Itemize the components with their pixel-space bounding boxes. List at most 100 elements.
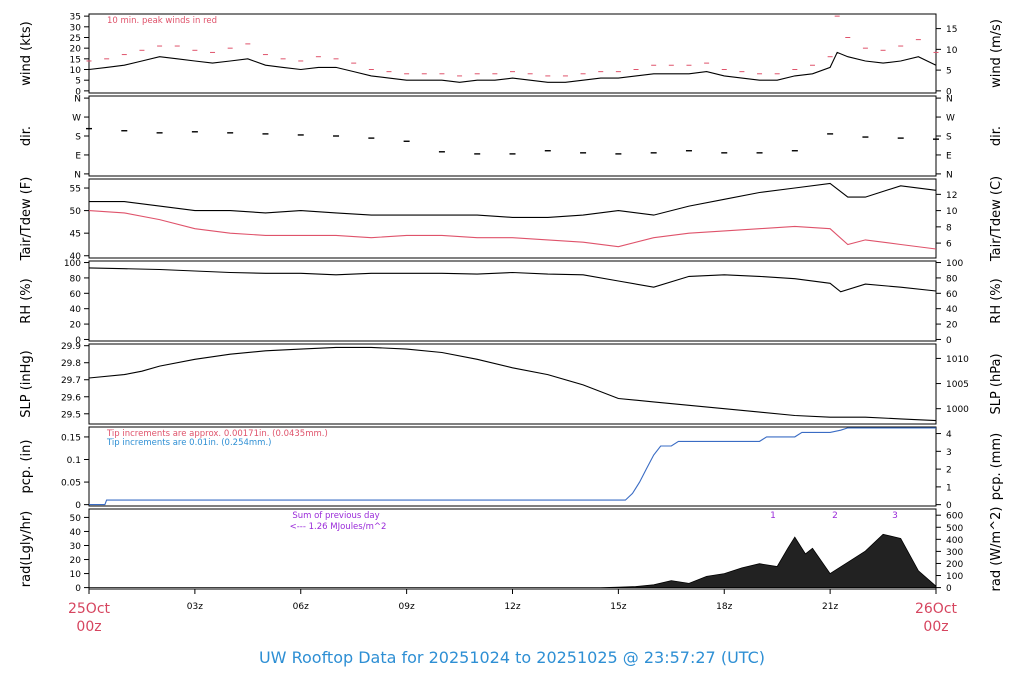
y-right-axis-label: dir. [989,126,1004,146]
series-line-4 [88,346,937,422]
radiation-sum-value: <--- 1.26 MJoules/m^2 [290,522,387,532]
y-axis-label: Tair/Tdew (F) [19,177,34,262]
y-tick-label: 60 [70,290,82,300]
y-right-tick-label: 60 [946,290,958,300]
x-tick-label: 18z [716,602,732,612]
y-right-tick-label: 0 [946,501,952,511]
y-tick-label: 45 [70,230,81,240]
y-axis-label: wind (kts) [19,21,34,85]
y-tick-label: 0 [75,87,81,97]
y-tick-label: 0.1 [67,456,81,466]
y-right-tick-label: 200 [946,560,963,570]
panel-frame [88,260,937,342]
y-right-tick-label: 40 [946,305,958,315]
y-right-tick-label: 0 [946,87,952,97]
y-right-tick-label: N [946,95,953,105]
y-tick-label: 20 [70,321,82,331]
radiation-sum-label: Sum of previous day [292,511,379,521]
series-line-3 [88,267,937,293]
y-right-tick-label: 1005 [946,380,969,390]
y-right-tick-label: 20 [946,321,958,331]
x-tick-label: 15z [610,602,626,612]
x-start-time: 00z [76,619,101,635]
y-tick-label: 40 [70,252,82,262]
y-tick-label: 29.6 [61,393,81,403]
y-right-tick-label: 2 [946,466,952,476]
y-tick-label: 5 [75,77,81,87]
y-right-tick-label: 100 [946,572,963,582]
panel-frame [88,95,937,177]
y-tick-label: 50 [70,514,82,524]
y-right-tick-label: 4 [946,430,952,440]
y-right-axis-label: SLP (hPa) [989,353,1004,414]
series-line-5 [89,427,936,506]
y-tick-label: 15 [70,55,81,65]
y-right-tick-label: 600 [946,512,963,522]
y-tick-label: 40 [70,305,82,315]
y-tick-label: 29.8 [61,359,81,369]
y-tick-label: 0.15 [61,433,81,443]
y-tick-label: E [75,151,81,161]
y-right-tick-label: 300 [946,548,963,558]
x-tick-label: 21z [822,602,838,612]
footer-title: UW Rooftop Data for 20251024 to 20251025… [258,648,766,667]
y-tick-label: N [74,170,81,180]
x-end-date: 26Oct [915,601,958,617]
y-right-axis-label: rad (W/m^2) [989,507,1004,592]
y-axis-label: SLP (inHg) [19,350,34,418]
x-tick-label: 12z [504,602,520,612]
y-axis-label: RH (%) [19,278,34,323]
y-tick-label: S [75,133,81,143]
x-end-time: 00z [923,619,948,635]
x-tick-label: 06z [293,602,309,612]
y-tick-label: 40 [70,528,82,538]
y-tick-label: 10 [70,570,82,580]
panel-frame [88,13,937,94]
y-right-tick-label: 3 [946,448,952,458]
y-right-tick-label: 1010 [946,355,969,365]
y-right-tick-label: 0 [946,336,952,346]
y-tick-label: 10 [70,66,82,76]
y-tick-label: 20 [70,45,82,55]
y-axis-label: dir. [19,126,34,146]
y-right-tick-label: W [946,114,955,124]
y-right-tick-label: 5 [946,67,952,77]
tip-increment-note-1: Tip increments are approx. 0.00171in. (0… [106,429,328,439]
y-right-axis-label: RH (%) [989,278,1004,323]
y-tick-label: 50 [70,207,82,217]
y-right-tick-label: 15 [946,25,957,35]
tip-increment-note-2: Tip increments are 0.01in. (0.254mm.) [106,438,271,448]
y-tick-label: 20 [70,556,82,566]
y-tick-label: 55 [70,185,81,195]
y-right-tick-label: 6 [946,240,952,250]
radiation-marker: 1 [770,511,776,521]
y-right-axis-label: Tair/Tdew (C) [989,176,1004,262]
y-tick-label: 0.05 [61,479,81,489]
y-tick-label: 25 [70,34,81,44]
y-right-tick-label: 100 [946,259,963,269]
y-right-tick-label: 1000 [946,405,969,415]
y-tick-label: W [72,114,81,124]
y-right-tick-label: N [946,170,953,180]
y-right-tick-label: 1 [946,483,952,493]
y-right-tick-label: 500 [946,524,963,534]
series-line-tdew [88,210,937,250]
y-right-axis-label: wind (m/s) [989,19,1004,88]
y-tick-label: 35 [70,13,81,23]
x-start-date: 25Oct [68,601,111,617]
y-axis-label: rad(Lgly/hr) [19,511,34,587]
y-right-tick-label: 10 [946,46,958,56]
x-tick-label: 03z [187,602,203,612]
y-tick-label: 0 [75,584,81,594]
y-right-tick-label: E [946,151,952,161]
y-tick-label: 30 [70,542,82,552]
y-tick-label: 0 [75,336,81,346]
radiation-area [88,533,937,588]
series-line-0 [88,51,937,83]
series-line-tair [89,182,937,218]
x-tick-label: 09z [399,602,415,612]
y-tick-label: 30 [70,23,82,33]
y-right-tick-label: 400 [946,536,963,546]
peak-winds-note: 10 min. peak winds in red [107,16,217,26]
